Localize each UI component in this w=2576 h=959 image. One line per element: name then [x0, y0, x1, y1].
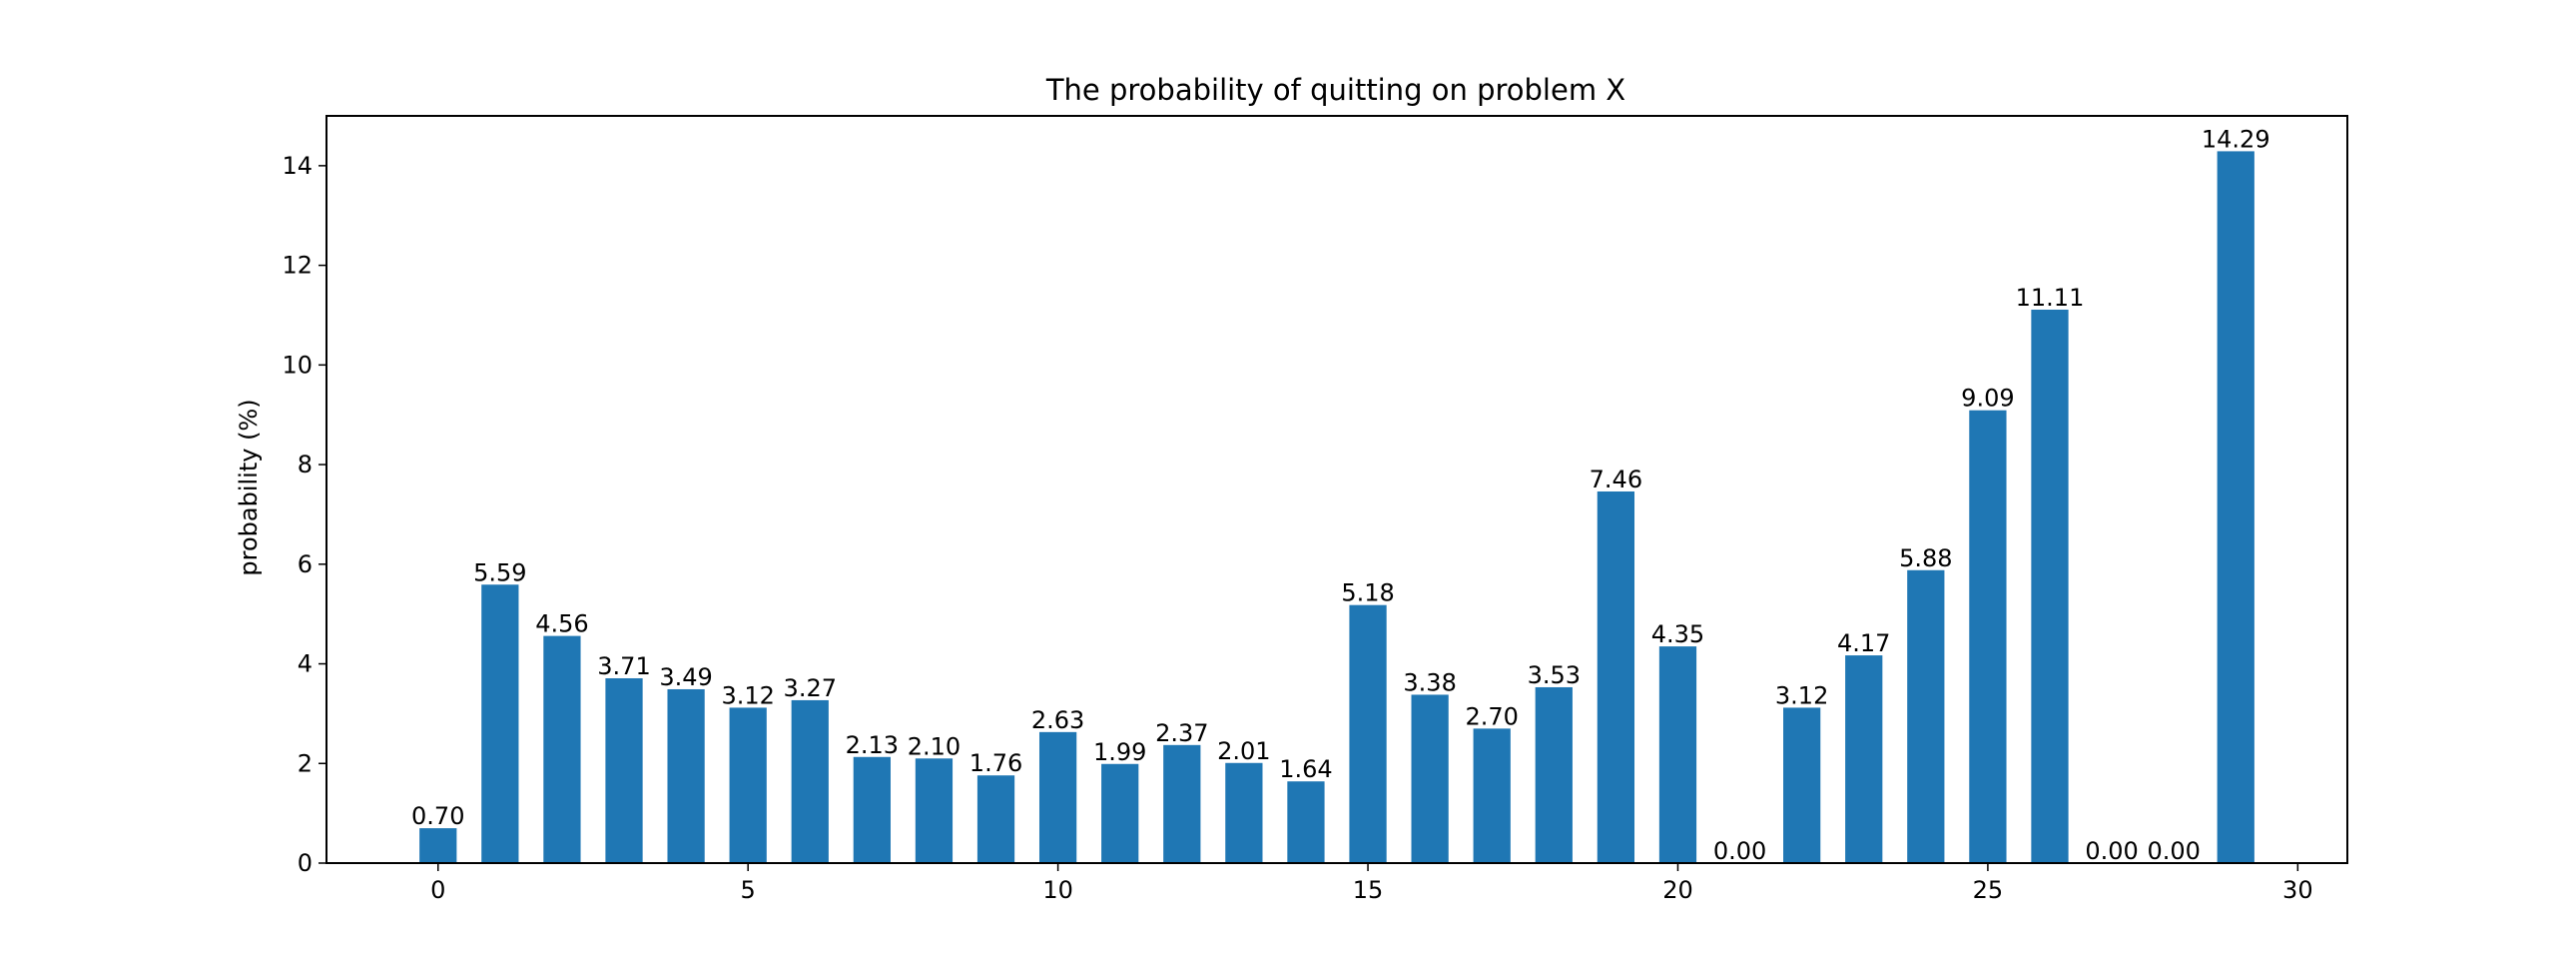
data-label-16: 3.38	[1403, 668, 1456, 696]
bar-29	[2217, 151, 2254, 863]
bar-23	[1845, 655, 1883, 863]
data-label-26: 11.11	[2016, 284, 2085, 312]
bar-26	[2031, 309, 2069, 864]
data-label-7: 2.13	[846, 731, 899, 759]
bar-22	[1783, 707, 1821, 863]
x-tick-label-10: 10	[1042, 876, 1073, 904]
bar-13	[1225, 762, 1263, 863]
bar-12	[1163, 744, 1201, 863]
data-label-27: 0.00	[2085, 837, 2138, 865]
data-label-19: 7.46	[1590, 466, 1642, 493]
chart-title: The probability of quitting on problem X	[1045, 73, 1625, 107]
data-label-17: 2.70	[1465, 702, 1518, 730]
bars-layer	[419, 151, 2254, 864]
x-tick-label-0: 0	[430, 876, 445, 904]
data-label-28: 0.00	[2147, 837, 2200, 865]
bar-20	[1658, 646, 1697, 863]
data-label-8: 2.10	[908, 732, 961, 760]
data-label-4: 3.49	[659, 663, 712, 691]
x-tick-label-30: 30	[2282, 876, 2313, 904]
y-tick-label-2: 2	[298, 749, 313, 777]
data-label-3: 3.71	[597, 652, 650, 680]
data-label-15: 5.18	[1341, 579, 1394, 607]
data-label-18: 3.53	[1528, 661, 1581, 689]
data-label-12: 2.37	[1155, 719, 1208, 747]
plot-frame	[325, 115, 2348, 864]
y-tick-label-10: 10	[282, 351, 313, 379]
bar-5	[729, 707, 767, 863]
bar-4	[667, 688, 705, 863]
bar-2	[543, 635, 581, 863]
data-labels-layer: 0.70 5.59 4.56 3.71 3.49 3.12 3.27 2.13 2.10 1.76…	[411, 125, 2270, 865]
axes-layer: 0 5 10 15 20 25 30 0 2 4 6 8 10 12 14	[282, 115, 2348, 904]
data-label-1: 5.59	[473, 558, 526, 586]
y-tick-label-8: 8	[298, 451, 313, 479]
bar-10	[1038, 731, 1077, 863]
y-axis-label: probability (%)	[235, 399, 263, 575]
data-label-24: 5.88	[1899, 544, 1952, 572]
bar-25	[1969, 410, 2007, 863]
bar-1	[481, 584, 519, 863]
x-tick-label-25: 25	[1973, 876, 2004, 904]
bar-19	[1597, 490, 1635, 863]
y-tick-label-6: 6	[298, 550, 313, 578]
bar-9	[976, 775, 1015, 863]
y-tick-label-14: 14	[282, 152, 313, 180]
data-label-9: 1.76	[969, 749, 1022, 777]
y-tick-label-4: 4	[298, 650, 313, 678]
bar-14	[1287, 781, 1325, 863]
bar-18	[1535, 686, 1573, 863]
data-label-13: 2.01	[1217, 737, 1270, 765]
data-label-21: 0.00	[1713, 837, 1766, 865]
y-tick-label-12: 12	[282, 252, 313, 280]
y-tick-label-0: 0	[298, 849, 313, 877]
data-label-10: 2.63	[1031, 706, 1084, 734]
bar-8	[915, 758, 954, 863]
data-label-14: 1.64	[1279, 755, 1332, 783]
bar-15	[1349, 604, 1387, 863]
bar-0	[419, 828, 457, 863]
data-label-23: 4.17	[1837, 629, 1890, 657]
data-label-5: 3.12	[721, 681, 774, 709]
x-tick-label-20: 20	[1662, 876, 1693, 904]
bar-11	[1101, 763, 1139, 863]
bar-6	[791, 699, 829, 863]
bar-3	[605, 677, 643, 863]
bar-16	[1411, 694, 1449, 863]
bar-7	[853, 756, 891, 863]
data-label-25: 9.09	[1961, 385, 2014, 413]
data-label-29: 14.29	[2202, 125, 2270, 153]
x-tick-label-5: 5	[741, 876, 756, 904]
data-label-22: 3.12	[1775, 681, 1828, 709]
data-label-11: 1.99	[1093, 738, 1146, 766]
bar-24	[1907, 569, 1945, 863]
data-label-0: 0.70	[411, 802, 464, 830]
x-tick-label-15: 15	[1353, 876, 1384, 904]
data-label-20: 4.35	[1651, 620, 1704, 648]
data-label-2: 4.56	[535, 610, 588, 638]
bar-17	[1473, 728, 1511, 863]
data-label-6: 3.27	[784, 674, 837, 702]
